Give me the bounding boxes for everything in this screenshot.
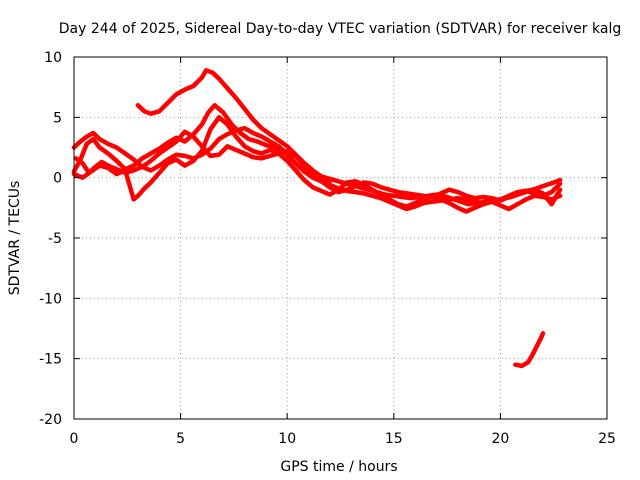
- series-track-6: [513, 331, 546, 369]
- y-tick-label: -20: [39, 412, 62, 428]
- data-series: [71, 68, 563, 369]
- y-tick-label: 10: [44, 50, 62, 66]
- y-tick-label: 5: [53, 110, 62, 126]
- series-track-3: [73, 129, 563, 214]
- x-tick-label: 15: [385, 431, 403, 447]
- y-tick-label: -5: [48, 231, 62, 247]
- y-tick-label: -15: [39, 352, 62, 368]
- x-tick-label: 20: [491, 431, 509, 447]
- chart-title: Day 244 of 2025, Sidereal Day-to-day VTE…: [59, 21, 621, 37]
- series-track-4: [71, 115, 563, 209]
- x-tick-label: 0: [70, 431, 79, 447]
- x-tick-label: 5: [176, 431, 185, 447]
- y-tick-label: -10: [39, 291, 62, 307]
- y-tick-label: 0: [53, 171, 62, 187]
- y-axis-label: SDTVAR / TECUs: [7, 181, 23, 296]
- series-track-2: [71, 125, 563, 212]
- grid-lines: [74, 57, 607, 419]
- x-axis-label: GPS time / hours: [280, 459, 397, 475]
- axis-ticks: 0 5 10 15 20 25 -20 -15 -10 -5 0 5 10: [39, 50, 616, 447]
- series-track-5: [135, 68, 333, 184]
- x-tick-label: 25: [598, 431, 616, 447]
- x-tick-label: 10: [278, 431, 296, 447]
